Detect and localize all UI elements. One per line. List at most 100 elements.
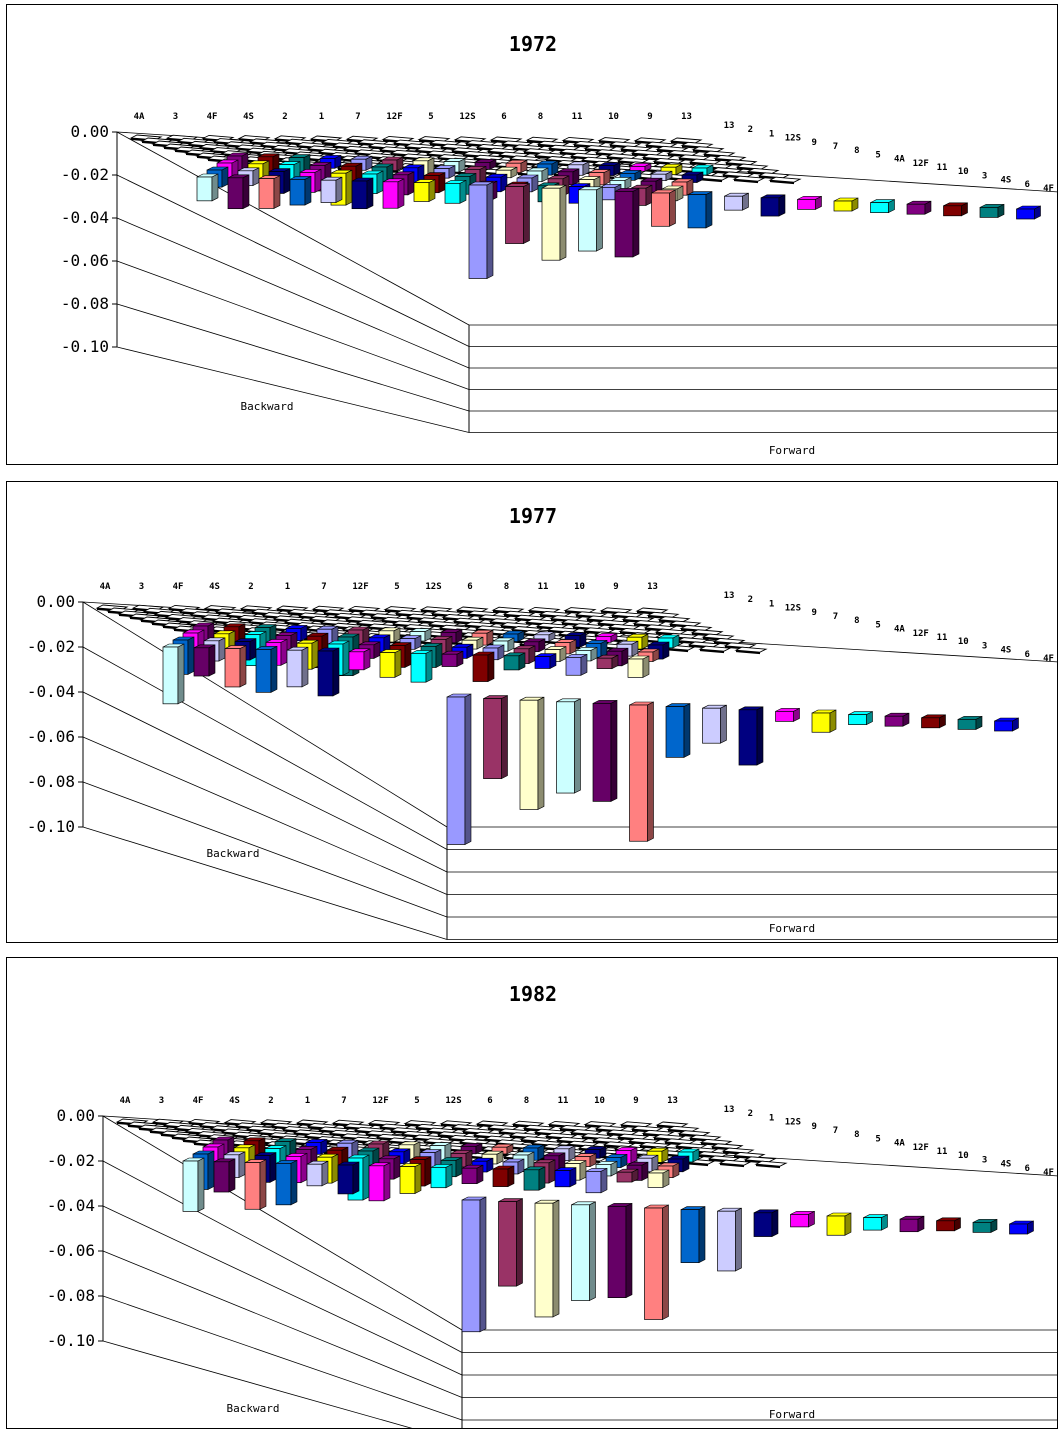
bar (182, 1157, 205, 1212)
backward-category-label: 12F (352, 582, 368, 592)
bar-side (445, 1163, 453, 1189)
bar-side (662, 641, 670, 660)
bar (224, 645, 247, 688)
bar (972, 1218, 998, 1233)
backward-gridline (102, 1340, 413, 1428)
y-tick-label: -0.02 (47, 1151, 95, 1170)
bar-side (455, 1156, 463, 1178)
bar-side (228, 1158, 236, 1193)
x-axis-title-forward: Forward (769, 1408, 815, 1421)
forward-category-label: 9 (811, 608, 816, 618)
bar-side (363, 648, 371, 671)
bar-side (1027, 1220, 1034, 1235)
bar-front (578, 189, 597, 252)
forward-category-label: 10 (958, 637, 969, 647)
bar (320, 176, 343, 204)
bar-front (534, 1202, 554, 1318)
bar-front (258, 178, 275, 209)
bar-front (182, 1160, 199, 1212)
bar (413, 179, 436, 202)
bar-side (672, 634, 680, 649)
y-tick-label: -0.06 (27, 727, 75, 746)
bar-side (683, 703, 691, 758)
forward-category-label: 11 (937, 633, 948, 643)
bar (627, 655, 650, 678)
bar-side (242, 174, 250, 210)
chart-panel-1982: 1982 0.00 -0.02 -0.04 -0.06 -0.08 -0.10 4A 3 4F 4S… (6, 957, 1058, 1429)
bar-front (627, 658, 644, 678)
bar (702, 704, 727, 744)
forward-category-label: 2 (748, 125, 753, 135)
backward-gridline (102, 1160, 463, 1353)
bar-side (611, 654, 619, 670)
backward-category-label: 5 (428, 112, 433, 122)
bar (460, 1142, 483, 1155)
bar (571, 1201, 596, 1302)
y-axis-title-backward: Backward (241, 400, 294, 413)
bar-front (523, 1169, 540, 1191)
bar-side (187, 636, 195, 675)
bar (196, 173, 219, 202)
x-axis-title-forward: Forward (769, 444, 815, 457)
bar-front (811, 712, 831, 733)
chart-panel-1972: 1972 0.00 -0.02 -0.04 -0.06 -0.08 -0.10 4A 3 4F 4S… (6, 4, 1058, 465)
y-tick-label: -0.02 (27, 637, 75, 656)
bar-side (624, 176, 632, 190)
bar-side (518, 652, 526, 671)
y-axis-title-backward: Backward (207, 847, 260, 860)
forward-category-label: 9 (811, 138, 816, 148)
bar-front (775, 711, 794, 722)
forward-category-label: 3 (982, 641, 987, 651)
bar (691, 164, 714, 176)
bar-side (435, 642, 443, 668)
bar-front (472, 654, 489, 682)
bar-side (888, 199, 895, 214)
backward-category-label: 13 (647, 582, 658, 592)
bar (738, 706, 764, 766)
backward-category-label: 6 (487, 1096, 492, 1106)
bar-side (331, 1153, 339, 1184)
bar-front (614, 191, 634, 258)
bar-side (692, 1148, 700, 1163)
bar (348, 648, 371, 671)
backward-category-label: 4F (193, 1096, 204, 1106)
bar-front (629, 704, 648, 842)
bar-side (486, 629, 494, 646)
bars (162, 622, 1019, 845)
bar-side (580, 653, 588, 676)
forward-category-label: 2 (748, 1109, 753, 1119)
bar-front (348, 651, 365, 671)
bar-side (448, 165, 456, 179)
bar-side (644, 162, 652, 172)
y-tick-label: -0.06 (61, 251, 109, 270)
bar (826, 1212, 852, 1236)
bar-side (975, 715, 983, 730)
bar-front (320, 179, 337, 203)
backward-category-label: 11 (538, 582, 549, 592)
bar (687, 191, 713, 229)
bar-side (599, 1146, 607, 1159)
bar-front (848, 714, 867, 725)
backward-category-label: 4S (229, 1096, 240, 1106)
bar-side (631, 1168, 639, 1183)
bar-side (211, 173, 219, 202)
bar-side (221, 166, 229, 188)
bar (255, 645, 278, 693)
bar-front (607, 1206, 627, 1298)
bar (833, 197, 859, 212)
chart-title: 1982 (509, 982, 557, 1006)
bar-side (881, 1214, 888, 1231)
bar (921, 714, 946, 729)
bar-front (441, 653, 458, 667)
bar (337, 1161, 360, 1195)
backward-category-label: 5 (414, 1096, 419, 1106)
bar (870, 199, 895, 214)
backward-category-label: 1 (319, 112, 324, 122)
bar-side (311, 639, 319, 670)
backward-category-label: 10 (608, 112, 619, 122)
bar-side (270, 645, 278, 693)
bar (790, 1210, 815, 1228)
bar-side (589, 1201, 596, 1302)
bar-front (616, 1171, 633, 1183)
